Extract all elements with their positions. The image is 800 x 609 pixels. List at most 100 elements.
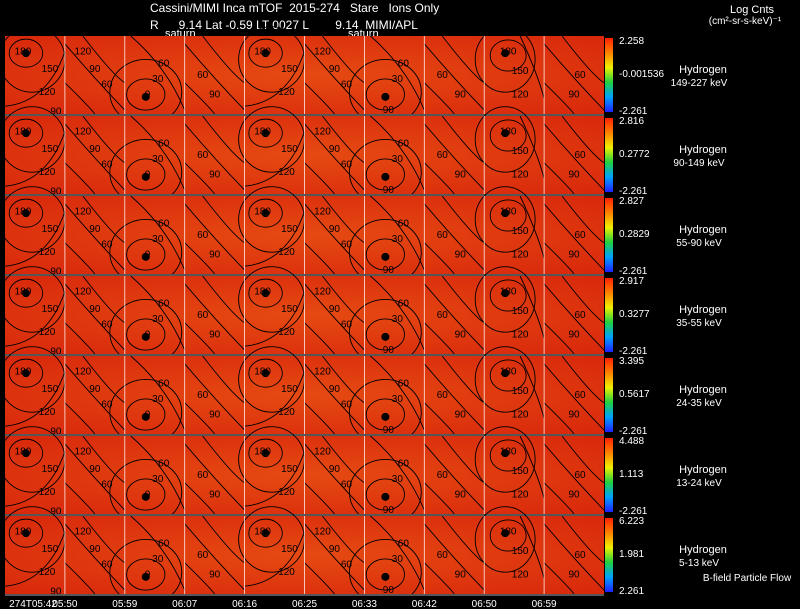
contour-line [184,363,245,431]
contour-ring [474,506,536,573]
saturn-marker [261,129,270,138]
colorbar-max: 4.488 [619,436,644,447]
colorbar-mid: 0.2772 [619,149,650,160]
contour-line [82,275,126,324]
contour-label: 120 [512,570,529,581]
contour-label: 150 [512,146,529,157]
contour-ring [489,439,527,472]
contour-label: 60 [398,138,410,149]
contour-line [64,482,96,515]
contour-label: 90 [89,384,101,395]
contour-label: 60 [437,390,449,401]
contour-label: 90 [329,144,341,155]
contour-label: 150 [42,464,59,475]
contour-label: 180 [15,207,32,218]
contour-label: 120 [512,170,529,181]
contour-label: 90 [329,64,341,75]
contour-label: 180 [500,447,517,458]
saturn-markers [21,129,510,181]
contour-line [4,531,66,587]
contour-line [561,435,605,484]
contour-label: 120 [75,527,92,538]
contour-ring [474,266,536,333]
saturn-marker [501,369,510,378]
colorbar-max: 2.917 [619,276,644,287]
saturn-marker [381,332,390,341]
contour-ring [365,238,405,271]
contours [0,106,605,206]
contour-line [64,402,96,435]
saturn-marker [261,369,270,378]
saturn-marker [501,289,510,298]
contour-ring [109,538,183,606]
contour-label: 60 [398,58,410,69]
contour-label: 90 [50,587,62,598]
contour-line [64,82,96,115]
contour-label: 150 [512,306,529,317]
contour-label: 150 [512,546,529,557]
contour-line [322,35,365,84]
colorbar-mid: 0.2829 [619,229,650,240]
contour-label: 60 [101,559,113,570]
time-tick: 06:59 [532,599,557,609]
contour-line [244,451,305,507]
contour-line [130,435,186,511]
contour-line [184,43,245,111]
contour-ring [8,438,44,468]
contour-ring [126,558,166,591]
contour-ring [348,538,422,606]
colorbar: 6.223 1.981 2.261 [605,516,644,597]
contour-label: 0 [145,170,151,181]
contour-line [130,355,186,431]
time-tick: 05:59 [112,599,137,609]
contour-line [423,523,485,591]
contour-label: 120 [39,87,56,98]
contour-line [543,482,575,515]
contour-ring [126,158,166,191]
contour-ring [474,26,536,93]
grid [5,436,604,516]
contour-line [304,242,335,275]
contour-labels: 1801501209012090606030060901801501201209… [15,287,586,358]
contour-label: 90 [89,304,101,315]
colorbar-strip [605,118,613,192]
contour-ring [489,39,527,72]
contour-label: 60 [197,310,209,321]
contour-label: 180 [500,47,517,58]
contour-line [4,291,66,347]
contour-line [304,482,335,515]
contour-label: 120 [278,247,295,258]
contour-label: 180 [254,127,271,138]
contour-label: 60 [101,479,113,490]
plot-title: Cassini/MIMI Inca mTOF 2015-274 Stare Io… [150,1,440,15]
contour-line [202,355,245,404]
contour-line [370,515,425,591]
saturn-marker [261,289,270,298]
contour-label: 60 [158,458,170,469]
contour-label: 90 [89,544,101,555]
contour-label: 180 [254,47,271,58]
panel-2: 1801501209012090606030060901801501201209… [0,186,727,286]
contour-ring [8,198,44,228]
contour-line [4,451,66,507]
contour-label: 120 [314,367,331,378]
saturn-marker [501,449,510,458]
contour-label: 180 [15,527,32,538]
contour-label: 60 [101,399,113,410]
contour-label: 60 [574,150,586,161]
contour-label: 30 [152,554,164,565]
contour-label: 120 [39,167,56,178]
contour-line [244,131,305,187]
grid [5,276,604,356]
contour-line [184,123,245,191]
contour-ring [248,358,283,388]
contour-label: 60 [197,390,209,401]
contour-line [64,322,96,355]
time-tick: 06:50 [472,599,497,609]
contour-label: 30 [392,554,404,565]
contour-label: 150 [281,384,298,395]
energy-label: 24-35 keV [676,398,722,409]
contour-label: 60 [197,550,209,561]
contour-label: 90 [455,90,467,101]
contour-label: 0 [145,410,151,421]
